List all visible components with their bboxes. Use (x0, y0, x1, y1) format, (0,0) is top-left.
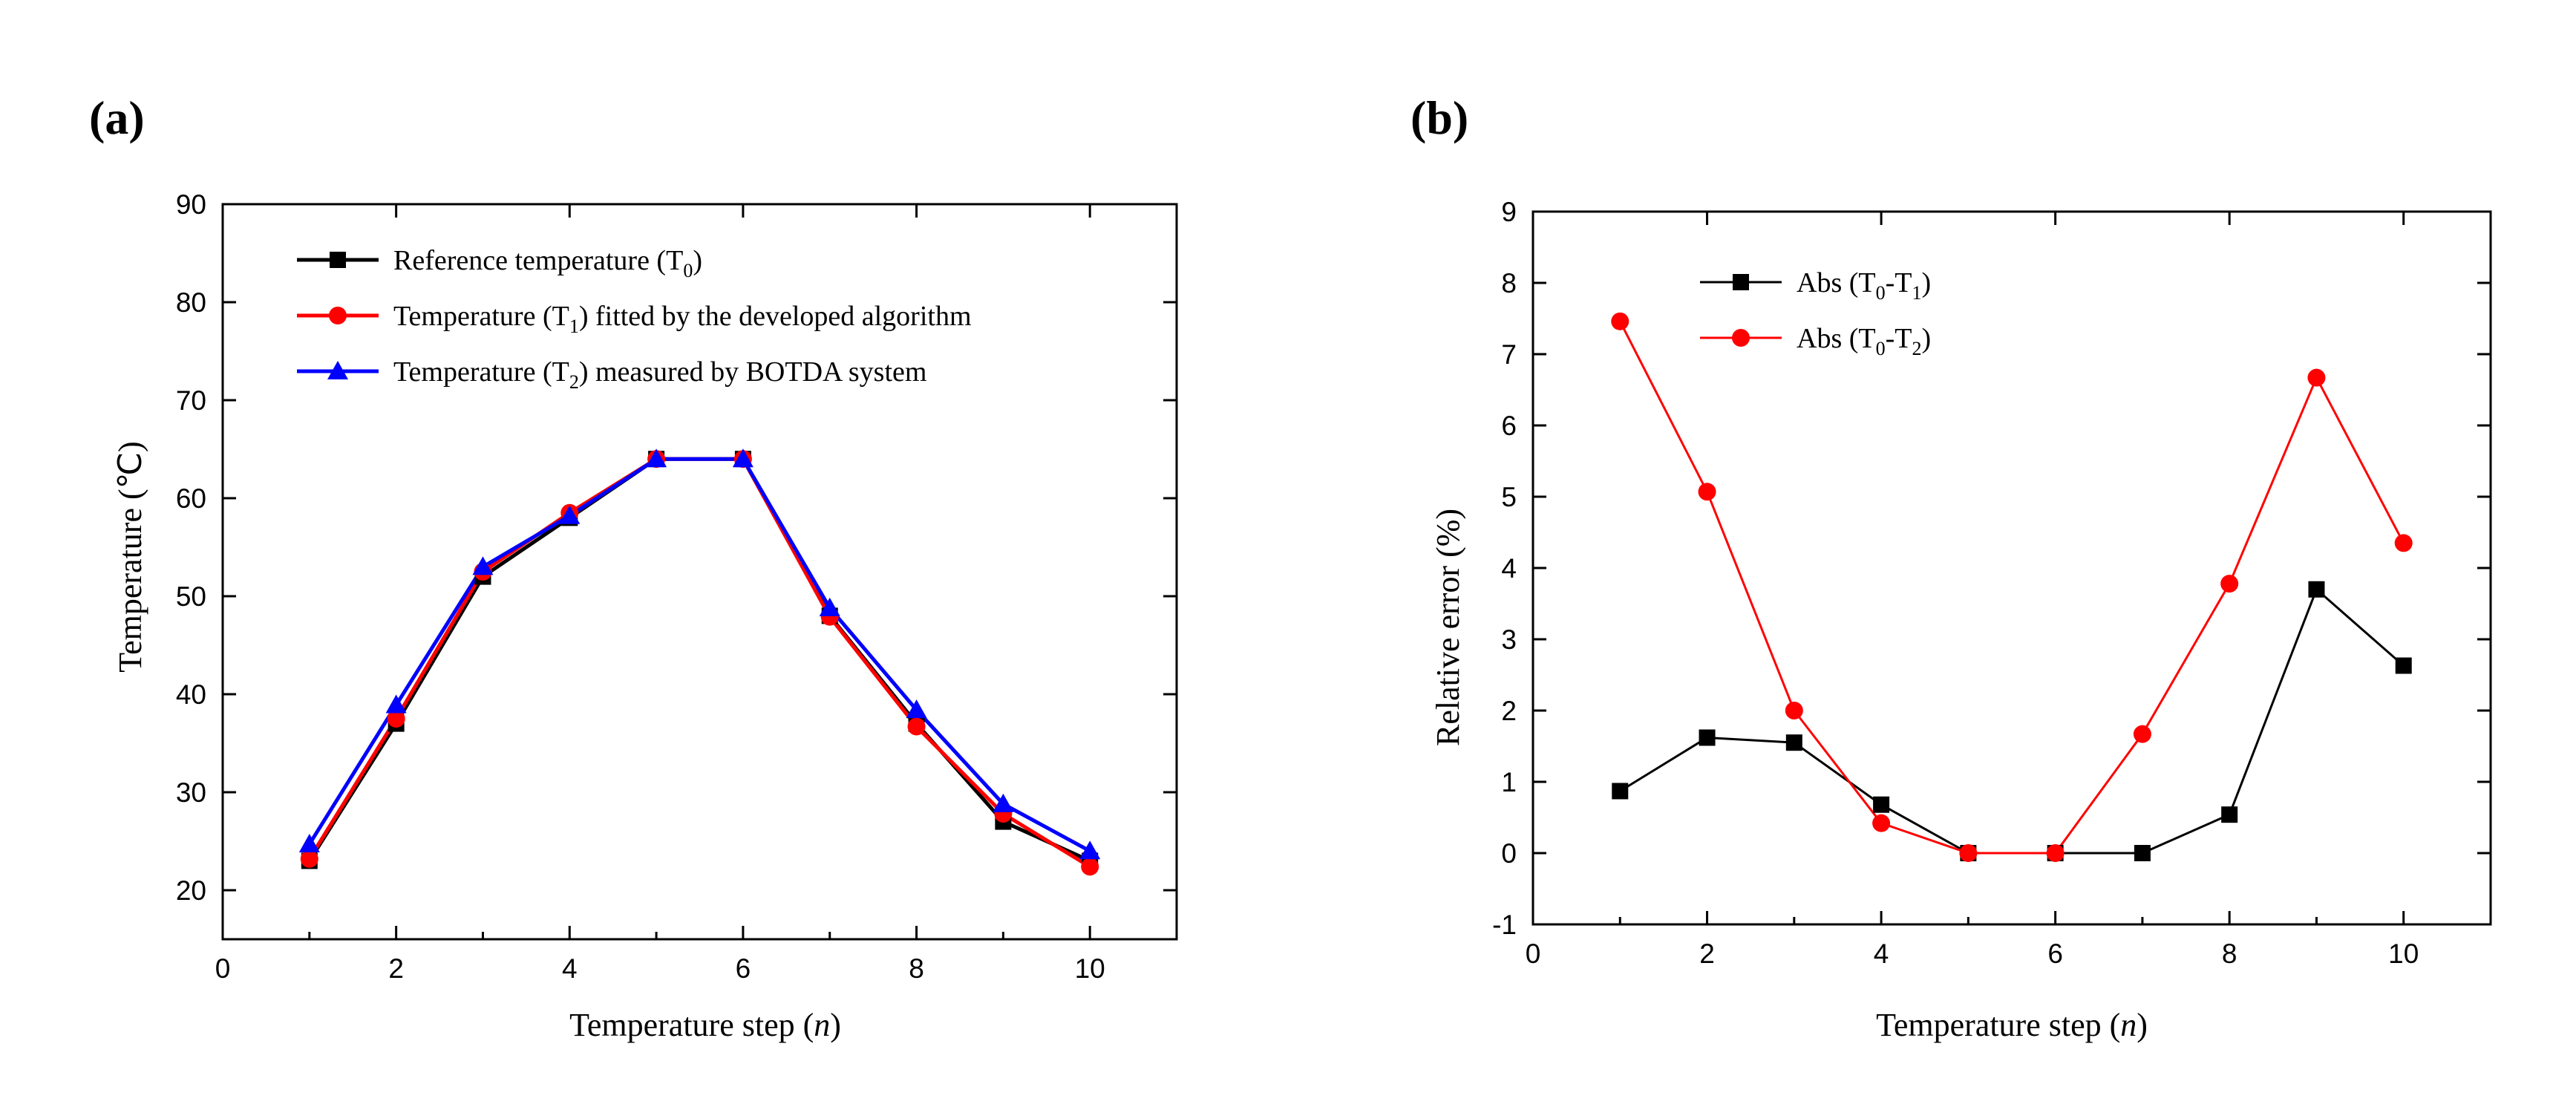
panel-a-series-1-point (1081, 858, 1099, 876)
panel-a-y-tick-label: 80 (176, 287, 206, 318)
panel-a-x-tick-label: 10 (1075, 953, 1105, 984)
panel-b-series-1-point (1611, 312, 1629, 330)
panel-a-series-2-point (298, 833, 320, 852)
panel-b-series-1-point (1959, 844, 1978, 862)
panel-b-y-tick-label: 5 (1501, 482, 1517, 512)
panel-b-x-tick-label: 0 (1526, 938, 1541, 969)
panel-b-markers (1611, 312, 2413, 862)
panel-a-legend-0-marker (330, 252, 346, 268)
panel-a-series-lines (307, 457, 1091, 869)
panel-b-series-lines (1618, 321, 2405, 855)
panel-a-legend-2-marker (327, 361, 348, 379)
panel-a-series-2-point (472, 556, 494, 575)
panel-b-y-tick-label: 4 (1501, 553, 1517, 584)
panel-b-series-1-point (2046, 844, 2065, 862)
panel-a-series-2-point (732, 448, 753, 468)
panel-a-series-2-point (1079, 840, 1101, 860)
panel-b-series-1-point (2133, 725, 2151, 743)
panel-b-y-tick-label: 0 (1501, 838, 1517, 869)
panel-b-series-0-point (2134, 845, 2151, 861)
panel-a-x-tick-label: 0 (215, 953, 231, 984)
panel-b-series-0-point (2221, 806, 2238, 823)
panel-a-legend-2-label: Temperature (T2) measured by BOTDA syste… (393, 356, 926, 393)
panel-a-series-1-point (300, 849, 318, 868)
panel-a-x-tick-label: 8 (909, 953, 924, 984)
panel-b-y-tick-label: 7 (1501, 339, 1517, 370)
panel-b-x-tick-label: 4 (1874, 938, 1889, 969)
panel-b-legend-0-marker (1733, 274, 1749, 290)
panel-a-legend: Reference temperature (T0) Temperature (T… (297, 245, 972, 393)
panel-b-legend: Abs (T0-T1) Abs (T0-T2) (1700, 267, 1931, 359)
panel-a-y-tick-label: 30 (176, 777, 206, 808)
panel-a-series-2-point (559, 505, 581, 524)
panel-b-legend-0-label: Abs (T0-T1) (1797, 267, 1931, 304)
panel-a-x-tick-label: 6 (736, 953, 751, 984)
panel-b-x-tick-label: 6 (2047, 938, 2063, 969)
panel-b-legend-1-label: Abs (T0-T2) (1797, 323, 1931, 359)
panel-b-series-0-line (1619, 588, 2405, 855)
panel-b-series-1-point (2307, 368, 2326, 387)
panel-a: (a) 0 2 4 6 8 10 20 30 40 50 60 70 80 90 Reference te… (89, 91, 1178, 1043)
panel-b-series-1-point (2394, 534, 2413, 552)
panel-a-series-2-line (307, 457, 1091, 853)
panel-a-y-tick-label: 20 (176, 875, 206, 906)
panel-b-axes: 0 2 4 6 8 10 -1 0 1 2 3 4 5 6 7 8 9 (1492, 197, 2492, 969)
panel-a-legend-1-marker (329, 307, 347, 324)
panel-b-series-1-point (2220, 575, 2239, 593)
panel-a-y-tick-label: 40 (176, 679, 206, 710)
panel-b-series-1-line (1618, 321, 2405, 855)
panel-a-y-tick-label: 90 (176, 189, 206, 220)
panel-b-label: (b) (1410, 91, 1468, 144)
panel-a-series-2-point (906, 699, 927, 719)
panel-a-plot-frame (221, 203, 1178, 941)
panel-a-y-tick-label: 70 (176, 385, 206, 416)
panel-a-series-2-point (819, 597, 840, 616)
panel-a-axes: 0 2 4 6 8 10 20 30 40 50 60 70 80 90 (176, 189, 1178, 984)
panel-a-y-tick-label: 50 (176, 581, 206, 612)
panel-a-series-1-line (307, 457, 1091, 869)
panel-b-series-1-point (1785, 702, 1803, 719)
panel-a-x-tick-label: 4 (562, 953, 578, 984)
panel-b-series-0-point (1699, 729, 1716, 746)
panel-a-legend-1-label: Temperature (T1) fitted by the developed… (393, 301, 972, 337)
panel-a-y-axis-title: Temperature (℃) (112, 441, 148, 672)
panel-b-series-1-point (1698, 483, 1716, 501)
panel-b-series-0-point (2308, 581, 2325, 598)
panel-b-series-0-point (1873, 796, 1890, 813)
panel-a-label: (a) (89, 91, 145, 144)
panel-b-series-1-point (1872, 814, 1891, 832)
panel-a-x-tick-label: 2 (388, 953, 404, 984)
panel-b-plot-frame (1531, 210, 2492, 926)
panel-b-legend-1-marker (1732, 329, 1750, 347)
panel-b-x-tick-label: 10 (2388, 938, 2419, 969)
panel-a-series-1-point (907, 717, 926, 736)
panel-b-x-tick-label: 2 (1699, 938, 1715, 969)
panel-b-y-tick-label: 8 (1501, 268, 1517, 298)
panel-a-markers (298, 448, 1101, 876)
panel-b-series-0-point (2395, 657, 2412, 674)
panel-b-y-axis-title: Relative error (%) (1430, 509, 1466, 746)
panel-a-series-2-point (646, 448, 667, 468)
panel-b-y-tick-label: 6 (1501, 411, 1517, 441)
panel-a-series-2-point (385, 694, 407, 714)
panel-b-x-tick-label: 8 (2222, 938, 2237, 969)
panel-a-series-2-point (993, 793, 1014, 812)
panel-a-y-tick-label: 60 (176, 483, 206, 514)
panel-b-y-tick-label: 1 (1501, 767, 1517, 797)
panel-b-y-tick-label: 9 (1501, 197, 1517, 227)
panel-a-x-axis-title: Temperature step (n) (569, 1007, 841, 1043)
panel-a-legend-0-label: Reference temperature (T0) (393, 245, 702, 281)
panel-b-series-0-point (1785, 734, 1802, 751)
panel-a-series-1-point (387, 710, 405, 728)
panel-b-series-0-point (1612, 783, 1629, 800)
panel-b-y-tick-label: -1 (1492, 910, 1517, 940)
panel-b-x-axis-title: Temperature step (n) (1876, 1007, 2148, 1043)
panel-b-y-tick-label: 3 (1501, 624, 1517, 655)
panel-b-y-tick-label: 2 (1501, 696, 1517, 726)
